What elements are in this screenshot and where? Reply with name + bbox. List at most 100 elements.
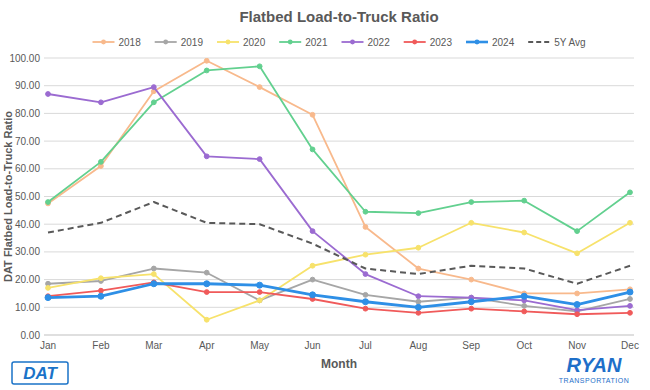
- logo-box: [12, 362, 68, 384]
- series-marker: [46, 92, 51, 97]
- y-tick-label: 80.00: [15, 108, 40, 119]
- series-marker: [416, 294, 421, 299]
- logo-text: RYAN: [567, 354, 622, 376]
- logo-subtext: TRANSPORTATION: [559, 377, 629, 384]
- x-tick-label: Aug: [409, 340, 427, 351]
- series-marker: [363, 272, 368, 277]
- legend-marker: [226, 40, 231, 45]
- series-marker: [45, 295, 51, 301]
- series-marker: [204, 154, 209, 159]
- legend-marker: [101, 40, 106, 45]
- legend-item: 2020: [217, 37, 266, 48]
- series-marker: [575, 229, 580, 234]
- legend-marker: [412, 40, 417, 45]
- series-marker: [257, 157, 262, 162]
- series-marker: [363, 306, 368, 311]
- x-tick-label: Oct: [516, 340, 532, 351]
- series-marker: [416, 245, 421, 250]
- legend-label: 2022: [368, 37, 391, 48]
- legend-label: 2019: [181, 37, 204, 48]
- series-marker: [469, 306, 474, 311]
- series-marker: [257, 282, 263, 288]
- series-line: [48, 223, 630, 320]
- series-marker: [627, 289, 633, 295]
- x-tick-label: Jul: [359, 340, 372, 351]
- series-marker: [628, 304, 633, 309]
- series-marker: [522, 309, 527, 314]
- x-tick-label: May: [250, 340, 269, 351]
- grid-line: [44, 85, 634, 86]
- series-marker: [99, 288, 104, 293]
- series-marker: [257, 298, 262, 303]
- series-marker: [628, 310, 633, 315]
- series-marker: [151, 281, 157, 287]
- series-marker: [521, 293, 527, 299]
- series-marker: [575, 312, 580, 317]
- x-tick-label: Apr: [199, 340, 215, 351]
- title: Flatbed Load-to-Truck Ratio: [239, 8, 438, 25]
- x-tick-label: Jan: [40, 340, 56, 351]
- legend-item: 2024: [466, 37, 515, 48]
- series-marker: [204, 317, 209, 322]
- series-marker: [416, 299, 421, 304]
- series-marker: [628, 220, 633, 225]
- series-marker: [257, 298, 262, 303]
- series-line: [48, 284, 630, 308]
- series-marker: [204, 68, 209, 73]
- x-tick-label: Nov: [568, 340, 586, 351]
- grid-line: [44, 335, 634, 336]
- series-line: [48, 202, 630, 284]
- series-marker: [204, 58, 209, 63]
- grid-line: [44, 113, 634, 114]
- series-marker: [310, 263, 315, 268]
- background: [0, 0, 650, 390]
- logo-text: DAT: [23, 364, 58, 383]
- y-tick-label: 50.00: [15, 191, 40, 202]
- series-marker: [257, 64, 262, 69]
- legend-label: 2020: [243, 37, 266, 48]
- series-marker: [574, 302, 580, 308]
- chart: Flatbed Load-to-Truck Ratio0.0010.0020.0…: [0, 0, 650, 390]
- series-marker: [151, 100, 156, 105]
- legend-item: 2021: [279, 37, 328, 48]
- x-axis-title: Month: [321, 357, 357, 371]
- series-marker: [363, 225, 368, 230]
- x-tick-label: Jun: [304, 340, 320, 351]
- legend-marker: [350, 40, 355, 45]
- series-marker: [522, 198, 527, 203]
- series-marker: [416, 310, 421, 315]
- series-marker: [416, 266, 421, 271]
- series-line: [48, 282, 630, 314]
- series-marker: [204, 270, 209, 275]
- grid-line: [44, 279, 634, 280]
- grid-line: [44, 58, 634, 59]
- series-marker: [257, 85, 262, 90]
- series-marker: [310, 112, 315, 117]
- series-marker: [362, 299, 368, 305]
- series-marker: [98, 293, 104, 299]
- legend-item: 2023: [404, 37, 453, 48]
- y-tick-label: 40.00: [15, 219, 40, 230]
- series-line: [48, 61, 630, 294]
- series-marker: [522, 230, 527, 235]
- legend-label: 2021: [305, 37, 328, 48]
- series-marker: [99, 100, 104, 105]
- series-marker: [628, 297, 633, 302]
- legend-item: 2019: [155, 37, 204, 48]
- y-tick-label: 30.00: [15, 246, 40, 257]
- series-marker: [363, 209, 368, 214]
- grid-line: [44, 224, 634, 225]
- legend-marker: [288, 40, 293, 45]
- series-marker: [415, 304, 421, 310]
- y-axis-title: DAT Flatbed Load-to-Truck Ratio: [2, 111, 14, 282]
- legend-swatch: [528, 41, 550, 43]
- legend-item: 5Y Avg: [528, 37, 585, 48]
- series-marker: [416, 211, 421, 216]
- legend-marker: [163, 40, 168, 45]
- series-marker: [628, 190, 633, 195]
- legend-label: 2018: [119, 37, 142, 48]
- series-line: [48, 66, 630, 231]
- series-marker: [204, 290, 209, 295]
- legend-label: 2024: [492, 37, 515, 48]
- series-marker: [310, 292, 316, 298]
